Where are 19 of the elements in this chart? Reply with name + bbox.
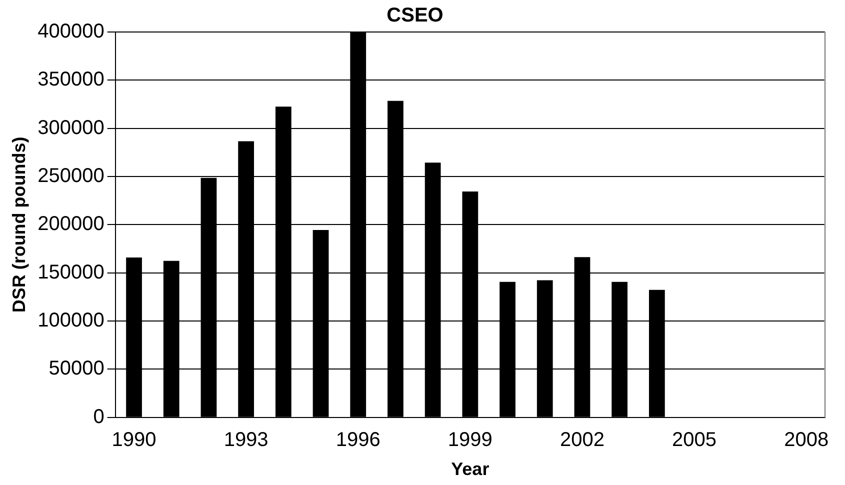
x-tick-label: 1993	[224, 428, 268, 451]
y-tick-label: 150000	[38, 261, 104, 284]
y-tick-label: 0	[93, 406, 104, 428]
y-tick-label: 100000	[38, 310, 104, 332]
y-tick-label: 200000	[38, 213, 104, 236]
y-tick-label: 300000	[38, 116, 104, 139]
x-axis-title: Year	[451, 459, 490, 480]
x-tick-label: 2002	[560, 428, 604, 451]
x-tick-label: 1990	[112, 428, 156, 451]
y-tick-label: 50000	[48, 358, 104, 380]
x-tick-label: 1999	[448, 428, 492, 451]
x-tick-label: 2008	[784, 428, 829, 451]
y-axis-title: DSR (round pounds)	[8, 136, 29, 313]
chart-title: CSEO	[386, 4, 444, 27]
y-tick-label: 400000	[38, 20, 104, 43]
x-tick-label: 1996	[336, 428, 380, 451]
y-tick-label: 250000	[38, 165, 104, 188]
x-tick-label: 2005	[672, 428, 717, 451]
y-tick-label: 350000	[38, 68, 104, 91]
